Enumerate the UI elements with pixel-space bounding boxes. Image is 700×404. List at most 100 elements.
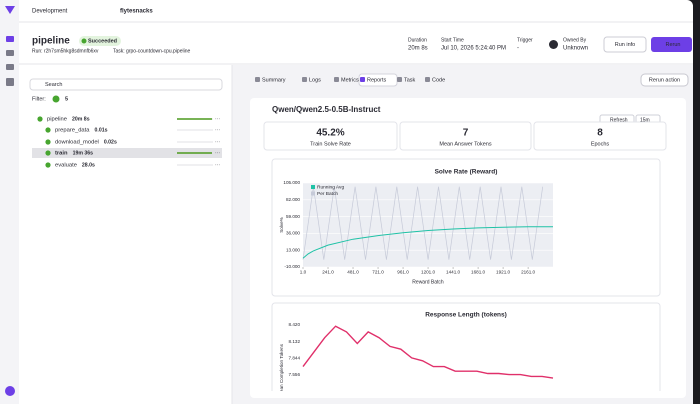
y-tick-label: 8.420: [289, 322, 301, 327]
icon-rail: [0, 0, 19, 404]
tab-label[interactable]: Reports: [367, 77, 387, 83]
report-content: 45.2% Train Solve Rate 7 Mean Answer Tokens…: [263, 121, 667, 391]
button-label[interactable]: Rerun: [666, 42, 681, 48]
legend-label: Running Avg: [317, 184, 344, 190]
y-axis-label: Solve%: [279, 217, 284, 233]
tab-label[interactable]: Code: [432, 77, 445, 83]
interval-label[interactable]: 15m: [640, 117, 650, 123]
node-duration: 28.0s: [82, 162, 95, 168]
tab-icon: [425, 77, 430, 82]
meta-value: 20m 8s: [408, 46, 428, 52]
x-tick-label: 1681.0: [471, 270, 485, 275]
y-tick-label: 13.000: [286, 247, 300, 252]
tab-icon: [334, 77, 339, 82]
nav-icon[interactable]: [6, 64, 14, 70]
node-duration: 0.02s: [104, 139, 117, 145]
y-tick-label: -10.000: [284, 264, 300, 269]
meta-value: -: [517, 46, 519, 52]
task-name: Task: grpo-countdown-cpu.pipeline: [113, 48, 190, 54]
logo: [5, 6, 15, 14]
filter-label: Filter:: [32, 96, 46, 102]
y-tick-label: 82.000: [286, 197, 300, 202]
node-duration: 20m 8s: [72, 116, 90, 122]
tab-label[interactable]: Task: [404, 77, 416, 83]
tab-icon: [255, 77, 260, 82]
stat-value: 45.2%: [316, 128, 344, 139]
search-placeholder[interactable]: Search: [45, 82, 62, 88]
selected-row[interactable]: [32, 148, 222, 158]
tab-label[interactable]: Metrics: [341, 77, 359, 83]
meta-label: Duration: [408, 37, 427, 43]
node-status[interactable]: [45, 150, 51, 156]
nav-icon[interactable]: [6, 36, 14, 42]
nav-icon[interactable]: [6, 50, 14, 56]
rerun-action-button[interactable]: [640, 73, 689, 87]
legend-label: Per Batch: [317, 191, 338, 197]
node-status[interactable]: [45, 139, 51, 145]
tab-icon: [397, 77, 402, 82]
series-line: [302, 325, 554, 379]
node-duration: 0.01s: [95, 127, 108, 133]
y-tick-label: 105.000: [283, 180, 300, 185]
stat-box: [263, 121, 398, 151]
stat-value: 7: [463, 128, 469, 139]
node-name[interactable]: prepare_data: [55, 128, 90, 134]
filter-icon[interactable]: [52, 95, 60, 103]
button-label[interactable]: Rerun action: [649, 77, 680, 83]
node-status[interactable]: [45, 127, 51, 133]
tab-label[interactable]: Summary: [262, 77, 286, 83]
breadcrumb[interactable]: Development: [32, 9, 68, 15]
y-tick-label: 59.000: [286, 214, 300, 219]
stat-box: [533, 121, 667, 151]
button-label[interactable]: Run info: [615, 42, 636, 48]
x-tick-label: 721.0: [372, 270, 384, 275]
node-status[interactable]: [45, 162, 51, 168]
row-menu[interactable]: ···: [215, 139, 220, 145]
meta-value: Unknown: [563, 46, 588, 52]
stat-label: Epochs: [591, 141, 610, 147]
node-name[interactable]: pipeline: [47, 117, 67, 123]
x-axis-label: Reward Batch: [412, 279, 444, 285]
stat-box: [399, 121, 532, 151]
status-icon: [81, 38, 87, 44]
run-title: pipeline: [32, 36, 70, 47]
nav-icon[interactable]: [6, 78, 14, 86]
row-menu[interactable]: ···: [215, 116, 220, 122]
node-name[interactable]: evaluate: [55, 163, 77, 169]
tab-icon: [302, 77, 307, 82]
search-box[interactable]: [29, 78, 223, 91]
refresh-label[interactable]: Refresh: [610, 117, 628, 123]
stat-label: Mean Answer Tokens: [439, 141, 491, 147]
node-name[interactable]: download_model: [55, 140, 99, 146]
node-duration: 19m 36s: [73, 150, 94, 156]
run-id: Run: r2h7sm5hkg8sdmnfb6xv: [32, 48, 99, 54]
x-tick-label: 241.0: [322, 270, 334, 275]
tab-label[interactable]: Logs: [309, 77, 321, 83]
node-status[interactable]: [37, 116, 43, 122]
row-menu[interactable]: ···: [215, 127, 220, 133]
x-tick-label: 1.0: [300, 270, 307, 275]
status-badge: [79, 36, 121, 46]
chart-title: Solve Rate (Reward): [435, 169, 498, 176]
stat-value: 8: [597, 128, 603, 139]
run-info-button[interactable]: [603, 36, 647, 53]
x-tick-label: 1921.0: [496, 270, 510, 275]
rerun-button[interactable]: [651, 37, 692, 52]
stat-label: Train Solve Rate: [310, 141, 351, 147]
breadcrumb[interactable]: flytesnacks: [120, 9, 153, 15]
y-tick-label: 8.132: [289, 339, 301, 344]
user-avatar[interactable]: [5, 386, 15, 396]
owner-icon: [549, 40, 558, 49]
node-name[interactable]: train: [55, 151, 68, 157]
charts: 45.2% Train Solve Rate 7 Mean Answer Tokens…: [279, 128, 610, 391]
x-tick-label: 481.0: [347, 270, 359, 275]
y-tick-label: 7.556: [289, 372, 301, 377]
x-tick-label: 1201.0: [421, 270, 435, 275]
row-menu[interactable]: ···: [215, 150, 220, 156]
row-menu[interactable]: ···: [215, 162, 220, 168]
meta-label: Trigger: [517, 37, 533, 43]
x-tick-label: 1441.0: [446, 270, 460, 275]
tab-icon: [360, 77, 365, 82]
filter-count: 5: [65, 96, 68, 102]
